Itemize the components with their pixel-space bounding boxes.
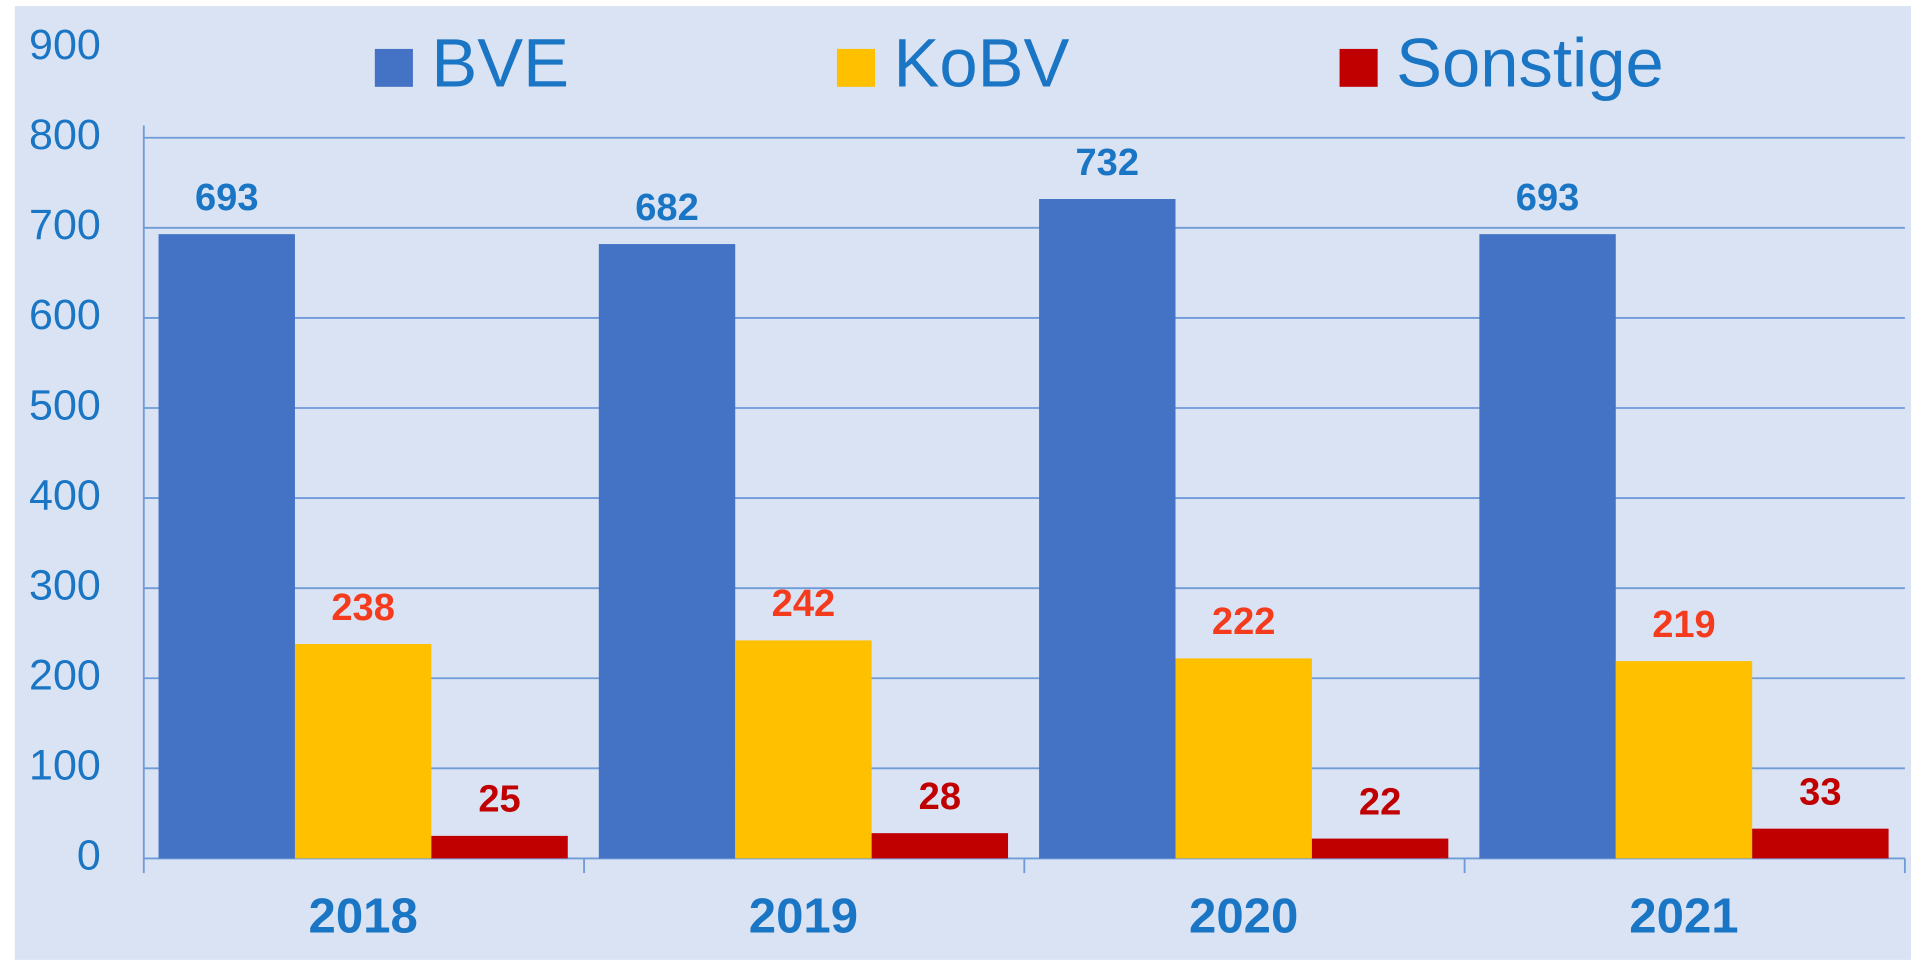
x-tick-label: 2018 (308, 890, 417, 944)
data-label: 33 (1799, 772, 1841, 814)
data-label: 219 (1652, 604, 1716, 646)
data-label: 732 (1076, 142, 1140, 184)
bar (1479, 234, 1616, 859)
data-label: 25 (478, 779, 520, 821)
data-label: 222 (1212, 601, 1276, 643)
bar (431, 835, 568, 859)
bar (1615, 661, 1753, 859)
y-tick-label: 0 (77, 832, 101, 880)
legend-label: Sonstige (1396, 25, 1664, 102)
bar (735, 640, 872, 859)
data-label: 242 (772, 583, 836, 625)
data-label: 28 (919, 776, 961, 818)
y-tick-label: 600 (29, 291, 101, 339)
x-tick-label: 2020 (1189, 890, 1298, 944)
y-tick-label: 400 (29, 471, 101, 519)
bar (1752, 828, 1889, 859)
bar (1175, 658, 1312, 859)
y-tick-label: 300 (29, 562, 101, 610)
data-label: 682 (635, 187, 699, 229)
y-tick-label: 800 (29, 111, 101, 159)
legend-swatch (1339, 48, 1378, 87)
legend-label: BVE (431, 25, 569, 102)
x-tick-label: 2019 (749, 890, 858, 944)
bar (1039, 199, 1176, 859)
bar (598, 244, 736, 859)
data-label: 693 (1516, 177, 1580, 219)
data-label: 693 (195, 177, 259, 219)
y-tick-label: 700 (29, 201, 101, 249)
legend-swatch (836, 48, 876, 87)
y-tick-label: 500 (29, 381, 101, 429)
y-tick-label: 900 (29, 21, 101, 69)
bar (158, 234, 295, 859)
bar (871, 833, 1009, 859)
data-label: 22 (1359, 781, 1401, 823)
x-tick-label: 2021 (1629, 890, 1738, 944)
bar (1311, 838, 1449, 859)
legend-label: KoBV (893, 25, 1069, 102)
y-tick-label: 200 (29, 652, 101, 700)
bar (294, 644, 432, 859)
legend-swatch (374, 48, 413, 87)
data-label: 238 (331, 587, 395, 629)
y-tick-label: 100 (29, 742, 101, 790)
